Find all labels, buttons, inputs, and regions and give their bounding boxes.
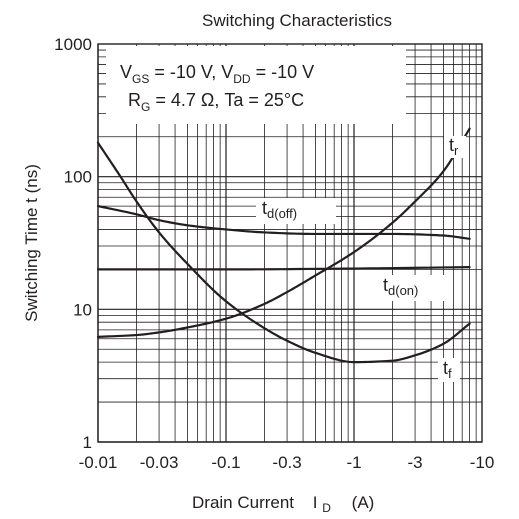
chart-title: Switching Characteristics: [202, 11, 392, 30]
x-axis-label: Drain Current I D (A): [192, 493, 374, 516]
x-axis-label-symbol: I: [313, 493, 318, 512]
x-tick-label: -0.01: [79, 453, 118, 472]
condition-text: = -10 V, V: [149, 62, 233, 82]
series-label-background: [377, 275, 447, 301]
condition-text: V: [120, 62, 132, 82]
series-line-tr: [96, 127, 471, 338]
series-label-tdon: td(on): [383, 275, 418, 298]
series-label-text: t: [383, 275, 388, 295]
series-label-subscript: d(off): [267, 206, 297, 221]
x-axis-label-symbol-sub: D: [322, 501, 331, 515]
condition-text: = -10 V: [251, 62, 315, 82]
condition-line: RG = 4.7 Ω, Ta = 25°C: [128, 90, 304, 114]
series-label-text: t: [443, 358, 448, 378]
condition-subscript: GS: [132, 72, 149, 86]
series-label-tr: tr: [449, 135, 459, 158]
condition-text: R: [128, 90, 141, 110]
series-lines: [96, 127, 471, 364]
plot-frame: [97, 43, 483, 443]
x-tick-labels: -0.01 -0.03 -0.1 -0.3 -1 -3 -10: [79, 453, 495, 472]
y-tick-label: 10: [73, 300, 92, 319]
series-label-background: [444, 136, 466, 158]
y-axis-label: Switching Time t (ns): [22, 164, 41, 322]
series-label-subscript: d(on): [388, 283, 418, 298]
series-line-tdon: [96, 266, 471, 271]
x-tick-label: -0.1: [211, 453, 240, 472]
condition-subscript: DD: [233, 72, 251, 86]
series-label-background: [256, 198, 336, 224]
y-tick-label: 100: [64, 168, 92, 187]
y-tick-label: 1: [83, 433, 92, 452]
x-axis-label-unit: (A): [352, 493, 375, 512]
x-tick-label: -1: [346, 453, 361, 472]
x-tick-label: -3: [408, 453, 423, 472]
condition-text: = 4.7 Ω, Ta = 25°C: [150, 90, 304, 110]
series-label-text: t: [449, 135, 454, 155]
series-label-tf: tf: [443, 358, 452, 381]
condition-line: VGS = -10 V, VDD = -10 V: [120, 62, 314, 86]
x-tick-label: -0.03: [140, 453, 179, 472]
series-label-text: t: [262, 198, 267, 218]
x-tick-label: -0.3: [272, 453, 301, 472]
series-label-tdoff: td(off): [262, 198, 297, 221]
x-tick-label: -10: [470, 453, 495, 472]
conditions-box: [106, 46, 406, 124]
series-line-tf: [96, 141, 471, 364]
x-axis-label-text: Drain Current: [192, 493, 294, 512]
condition-subscript: G: [141, 100, 150, 114]
test-conditions: VGS = -10 V, VDD = -10 V RG = 4.7 Ω, Ta =…: [120, 62, 314, 114]
series-label-background: [438, 358, 460, 382]
series-line-tdoff: [96, 205, 471, 240]
series-label-subscript: f: [448, 366, 452, 381]
series-label-subscript: r: [454, 143, 459, 158]
y-tick-label: 1000: [54, 35, 92, 54]
y-tick-labels: 1 10 100 1000: [54, 35, 92, 452]
